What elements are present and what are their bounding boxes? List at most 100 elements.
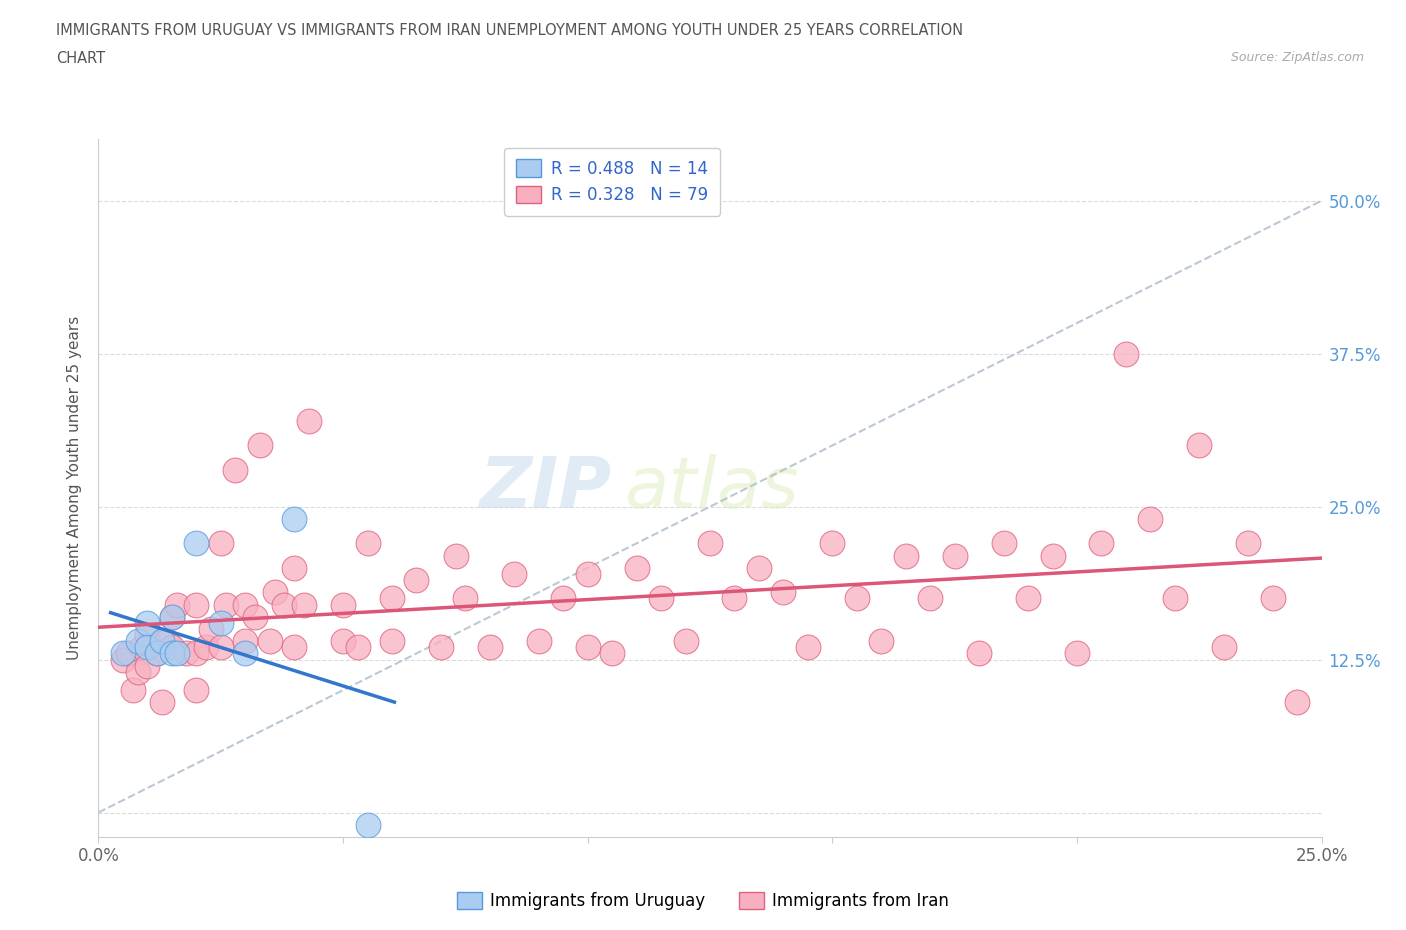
Point <box>166 646 188 661</box>
Point <box>1237 536 1260 551</box>
Point <box>263 585 285 600</box>
Point <box>1115 346 1137 361</box>
Point <box>136 616 159 631</box>
Point <box>920 591 942 605</box>
Point <box>160 609 183 624</box>
Legend: R = 0.488   N = 14, R = 0.328   N = 79: R = 0.488 N = 14, R = 0.328 N = 79 <box>505 148 720 216</box>
Point <box>156 633 179 648</box>
Point <box>233 646 256 661</box>
Point <box>1212 640 1234 655</box>
Point <box>576 566 599 581</box>
Point <box>553 591 575 605</box>
Point <box>214 597 236 612</box>
Point <box>111 652 134 667</box>
Point <box>146 646 169 661</box>
Point <box>136 658 159 673</box>
Point <box>127 633 149 648</box>
Point <box>1286 695 1309 710</box>
Point <box>356 817 378 832</box>
Point <box>166 597 188 612</box>
Point <box>209 640 232 655</box>
Point <box>146 646 169 661</box>
Point <box>186 683 208 698</box>
Point <box>1017 591 1039 605</box>
Point <box>127 664 149 679</box>
Point <box>233 633 256 648</box>
Point <box>283 640 305 655</box>
Text: Source: ZipAtlas.com: Source: ZipAtlas.com <box>1230 51 1364 64</box>
Point <box>772 585 794 600</box>
Point <box>176 646 198 661</box>
Point <box>699 536 721 551</box>
Text: atlas: atlas <box>624 454 799 523</box>
Point <box>160 640 183 655</box>
Point <box>186 646 208 661</box>
Point <box>576 640 599 655</box>
Point <box>454 591 477 605</box>
Point <box>209 616 232 631</box>
Point <box>943 548 966 563</box>
Point <box>283 512 305 526</box>
Point <box>723 591 745 605</box>
Point <box>150 695 173 710</box>
Point <box>993 536 1015 551</box>
Point <box>150 633 173 648</box>
Point <box>224 462 246 477</box>
Point <box>1090 536 1112 551</box>
Point <box>273 597 295 612</box>
Y-axis label: Unemployment Among Youth under 25 years: Unemployment Among Youth under 25 years <box>67 316 83 660</box>
Point <box>136 628 159 643</box>
Point <box>243 609 266 624</box>
Point <box>136 640 159 655</box>
Point <box>111 646 134 661</box>
Point <box>209 536 232 551</box>
Point <box>292 597 315 612</box>
Point <box>503 566 526 581</box>
Point <box>650 591 672 605</box>
Point <box>117 646 139 661</box>
Point <box>160 609 183 624</box>
Point <box>186 536 208 551</box>
Text: ZIP: ZIP <box>479 454 612 523</box>
Text: IMMIGRANTS FROM URUGUAY VS IMMIGRANTS FROM IRAN UNEMPLOYMENT AMONG YOUTH UNDER 2: IMMIGRANTS FROM URUGUAY VS IMMIGRANTS FR… <box>56 23 963 38</box>
Point <box>381 591 404 605</box>
Point <box>1188 438 1211 453</box>
Point <box>1139 512 1161 526</box>
Point <box>967 646 990 661</box>
Point <box>121 683 143 698</box>
Point <box>200 621 222 636</box>
Point <box>346 640 368 655</box>
Point <box>845 591 868 605</box>
Point <box>356 536 378 551</box>
Point <box>1066 646 1088 661</box>
Legend: Immigrants from Uruguay, Immigrants from Iran: Immigrants from Uruguay, Immigrants from… <box>450 885 956 917</box>
Point <box>298 414 321 429</box>
Point <box>332 633 354 648</box>
Point <box>626 561 648 576</box>
Point <box>1042 548 1064 563</box>
Point <box>478 640 501 655</box>
Point <box>870 633 893 648</box>
Point <box>600 646 623 661</box>
Point <box>259 633 281 648</box>
Point <box>675 633 697 648</box>
Point <box>233 597 256 612</box>
Point <box>249 438 271 453</box>
Point <box>1261 591 1284 605</box>
Point <box>381 633 404 648</box>
Point <box>131 640 153 655</box>
Point <box>821 536 844 551</box>
Point <box>186 597 208 612</box>
Text: CHART: CHART <box>56 51 105 66</box>
Point <box>748 561 770 576</box>
Point <box>444 548 467 563</box>
Point <box>894 548 917 563</box>
Point <box>430 640 453 655</box>
Point <box>195 640 218 655</box>
Point <box>797 640 820 655</box>
Point <box>283 561 305 576</box>
Point <box>160 646 183 661</box>
Point <box>1164 591 1187 605</box>
Point <box>332 597 354 612</box>
Point <box>405 573 427 588</box>
